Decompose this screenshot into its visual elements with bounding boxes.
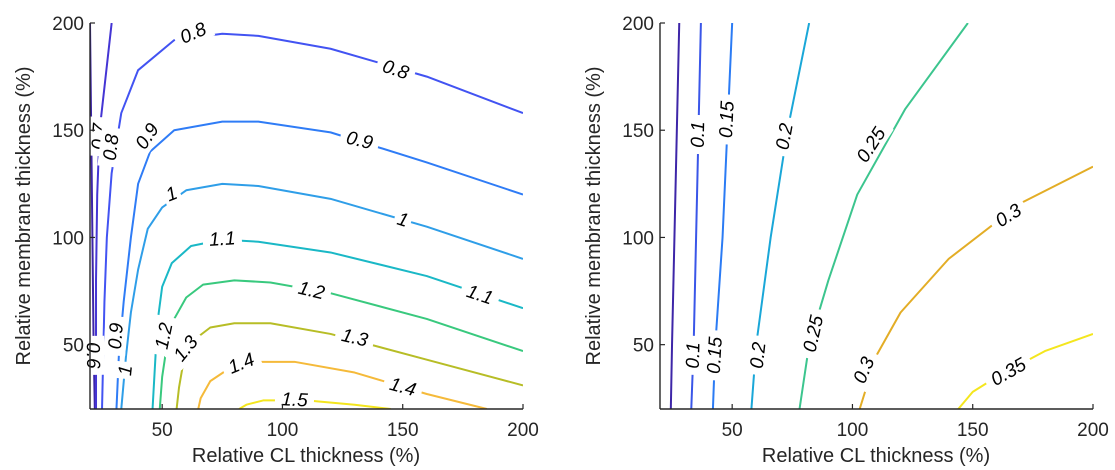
contour-label: 0.25 <box>800 313 829 354</box>
x-tick-label: 100 <box>837 420 869 441</box>
contour-label-bg <box>391 206 415 233</box>
contour-label-bg <box>218 345 264 381</box>
contour-label-bg <box>701 329 727 381</box>
contour-label-bg <box>985 195 1031 235</box>
contour-label: 1.1 <box>208 228 236 251</box>
left-x-ticks: 50 100 150 200 <box>152 404 539 441</box>
right-x-axis-label: Relative CL thickness (%) <box>762 445 990 467</box>
contour-label: 0.15 <box>704 336 727 375</box>
contour-label-bg <box>113 360 137 380</box>
contour-label-bg <box>981 349 1036 394</box>
y-tick-label: 100 <box>52 228 84 249</box>
contour-label: 0.9 <box>105 322 128 350</box>
contour-label-bg <box>82 335 105 376</box>
contour-label-bg <box>148 314 179 358</box>
contour-label-bg <box>159 180 184 207</box>
x-tick-label: 200 <box>507 420 539 441</box>
y-tick-label: 50 <box>63 336 84 357</box>
left-y-ticks: 50 100 150 200 <box>52 14 95 357</box>
x-tick-label: 100 <box>267 420 299 441</box>
contour-line-1-5 <box>238 399 391 409</box>
x-tick-label: 150 <box>387 420 419 441</box>
contour-label-bg <box>796 306 830 361</box>
contour-line-0-8 <box>101 32 523 409</box>
contour-label-bg <box>848 117 894 172</box>
contour-label-bg <box>769 115 799 158</box>
contour-label-bg <box>381 370 425 403</box>
contour-label-bg <box>373 52 418 86</box>
contour-label-bg <box>333 322 377 353</box>
contour-label-bg <box>686 114 709 155</box>
contour-label-bg <box>714 93 739 145</box>
contour-label: 1.5 <box>281 389 309 411</box>
contour-label-bg <box>290 274 334 306</box>
contour-label-bg <box>744 334 771 376</box>
contour-label-bg <box>845 347 882 393</box>
contour-label: 0.15 <box>716 100 739 138</box>
y-tick-label: 150 <box>622 121 654 142</box>
contour-label: 1.4 <box>387 374 418 401</box>
x-tick-label: 50 <box>152 420 173 441</box>
left-y-axis-label: Relative membrane thickness (%) <box>13 67 35 366</box>
contour-line-1-3 <box>175 322 523 409</box>
y-tick-label: 100 <box>622 228 654 249</box>
right-y-axis-label: Relative membrane thickness (%) <box>583 67 605 366</box>
contour-label: 0.2 <box>747 341 771 370</box>
contour-label: 0.8 <box>100 133 124 162</box>
contour-label-bg <box>97 126 124 168</box>
contour-line-0-25 <box>798 23 969 409</box>
right-contour-lines <box>669 23 1093 409</box>
contour-label: 0.1 <box>683 342 705 369</box>
contour-label-bg <box>274 387 315 412</box>
contour-line-0-3 <box>858 165 1093 409</box>
right-x-ticks: 50 100 150 200 <box>722 404 1109 441</box>
contour-label: 0.1 <box>688 121 710 148</box>
contour-label: 0.2 <box>772 121 797 151</box>
right-panel: 0.10.10.150.150.20.20.250.250.30.3 0.35 5… <box>583 14 1109 467</box>
y-tick-label: 150 <box>52 121 84 142</box>
right-y-ticks: 50 100 150 200 <box>622 14 665 357</box>
contour-label-bg <box>202 226 243 251</box>
y-tick-label: 200 <box>52 14 84 35</box>
left-x-axis-label: Relative CL thickness (%) <box>192 445 420 467</box>
y-tick-label: 200 <box>622 14 654 35</box>
contour-label-bg <box>681 335 705 376</box>
contour-label: 1 <box>115 364 137 377</box>
x-tick-label: 150 <box>957 420 989 441</box>
contour-label-bg <box>458 277 502 312</box>
contour-label-bg <box>126 113 167 159</box>
x-tick-label: 50 <box>722 420 743 441</box>
contour-label: 0.6 <box>82 342 103 369</box>
x-tick-label: 200 <box>1077 420 1109 441</box>
contour-line-0-05 <box>669 23 681 409</box>
contour-label-bg <box>170 14 216 51</box>
right-contour-labels: 0.10.10.150.150.20.20.250.250.30.3 0.35 <box>681 93 1036 394</box>
y-tick-label: 50 <box>633 336 654 357</box>
contour-label-bg <box>164 326 207 371</box>
contour-label-bg <box>103 315 128 357</box>
contour-label-bg <box>338 124 382 156</box>
